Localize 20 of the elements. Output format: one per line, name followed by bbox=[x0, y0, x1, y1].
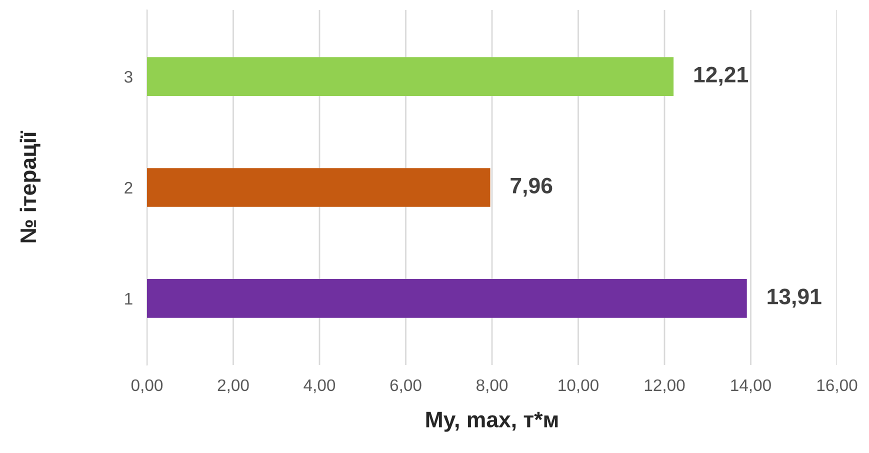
data-label: 7,96 bbox=[510, 178, 552, 197]
bar bbox=[147, 279, 747, 318]
data-label: 13,91 bbox=[768, 288, 822, 308]
x-tick-label: 8,00 bbox=[476, 379, 508, 394]
x-axis-title: My, max, т*м bbox=[426, 412, 558, 432]
bar bbox=[147, 57, 674, 96]
data-label: 12,21 bbox=[694, 66, 748, 86]
x-tick-label: 12,00 bbox=[644, 379, 685, 394]
x-tick-label: 10,00 bbox=[558, 379, 598, 394]
x-tick-label: 4,00 bbox=[304, 379, 336, 394]
y-axis-title: № ітерації bbox=[20, 130, 41, 242]
y-tick-label: 1 bbox=[125, 293, 132, 304]
bar bbox=[147, 168, 490, 207]
y-tick-label: 2 bbox=[124, 182, 132, 194]
x-tick-label: 6,00 bbox=[390, 379, 422, 394]
x-tick-label: 0,00 bbox=[131, 379, 163, 394]
x-tick-label: 16,00 bbox=[817, 379, 858, 394]
y-tick-label: 3 bbox=[124, 70, 132, 83]
x-tick-label: 14,00 bbox=[731, 379, 771, 394]
x-tick-label: 2,00 bbox=[218, 379, 249, 394]
